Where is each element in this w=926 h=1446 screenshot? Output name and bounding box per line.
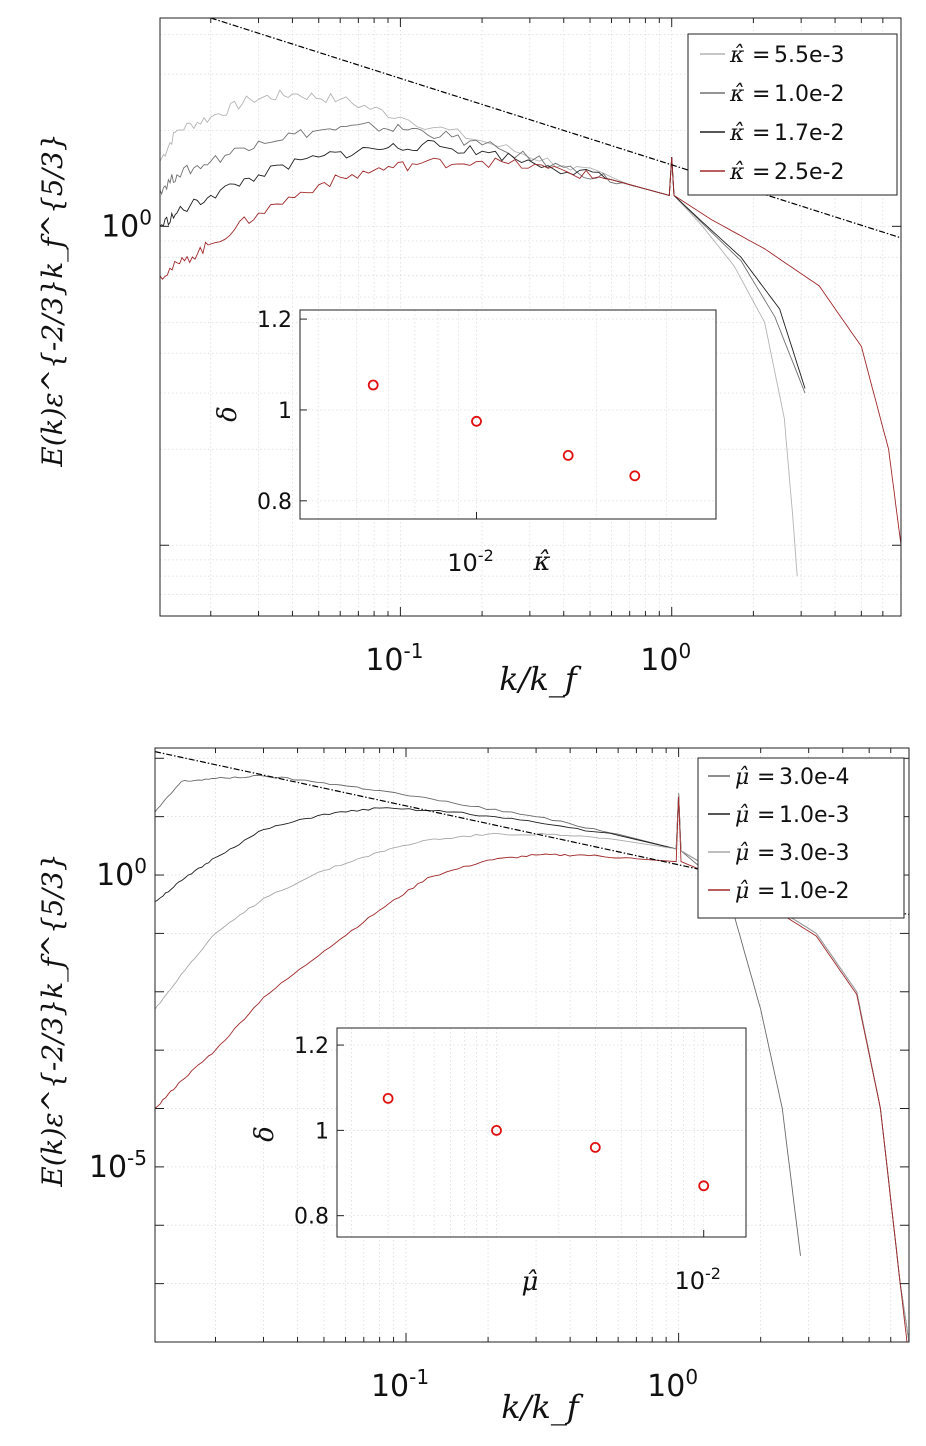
top-y-axis-label: E(k)ε^{-2/3}k_f^{5/3} xyxy=(36,133,69,467)
inset-data-point xyxy=(589,1142,601,1153)
legend-symbol: κ̂ xyxy=(729,121,745,146)
bottom-inset-x-label: μ̂ xyxy=(522,1267,539,1297)
bottom-inset-y-label: δ xyxy=(250,1126,280,1142)
legend-label-1.0e-3: 1.0e-3 xyxy=(779,803,849,828)
bottom-x-tick-label-0.1: 10-1 xyxy=(371,1365,429,1404)
top-chart-ticks xyxy=(160,18,902,616)
bottom-inset-chart: 0.8 1 1.2 10-2 δ μ̂ xyxy=(250,1027,747,1297)
bottom-chart-series xyxy=(155,774,909,1342)
legend-label-1.0e-2: 1.0e-2 xyxy=(774,82,844,107)
top-chart-series xyxy=(160,89,901,577)
top-inset-frame xyxy=(299,309,717,520)
bottom-inset-grid xyxy=(337,1028,746,1237)
legend-equals: = xyxy=(752,121,770,146)
legend-symbol: μ̂ xyxy=(735,765,749,790)
legend-label-1.0e-2: 1.0e-2 xyxy=(779,879,849,904)
top-inset-x-tick-0.01: 10-2 xyxy=(447,546,494,577)
inset-data-point xyxy=(491,1125,502,1136)
legend-symbol: μ̂ xyxy=(735,841,749,866)
top-y-tick-label-1: 100 xyxy=(101,205,152,244)
bottom-chart-ticks xyxy=(155,748,910,1343)
legend-equals: = xyxy=(752,160,770,185)
top-inset-points xyxy=(367,379,641,482)
bottom-y-tick-label-1e-5: 10-5 xyxy=(89,1146,147,1185)
top-x-tick-label-1: 100 xyxy=(640,639,691,678)
bottom-chart-frame xyxy=(154,747,910,1343)
series-line-3.0e-4 xyxy=(155,774,801,1256)
inset-data-point xyxy=(562,449,574,461)
top-inset-y-label: δ xyxy=(213,406,243,422)
inset-data-point xyxy=(629,470,641,482)
legend-equals: = xyxy=(752,82,770,107)
legend-symbol: κ̂ xyxy=(729,43,745,68)
legend-label-5.5e-3: 5.5e-3 xyxy=(774,43,844,68)
top-chart-frame xyxy=(159,17,902,617)
top-inset-y-tick-1.2: 1.2 xyxy=(257,308,292,333)
top-inset-y-tick-0.8: 0.8 xyxy=(257,490,292,515)
series-line-5.5e-3 xyxy=(160,89,798,577)
legend-label-2.5e-2: 2.5e-2 xyxy=(774,160,844,185)
inset-data-point xyxy=(367,379,379,391)
series-line-1.7e-2 xyxy=(160,139,806,389)
legend-symbol: κ̂ xyxy=(729,82,745,107)
top-x-axis-label: k/k_f xyxy=(499,660,582,698)
top-legend-box xyxy=(687,33,898,196)
legend-symbol: μ̂ xyxy=(735,803,749,828)
bottom-inset-y-tick-1: 1 xyxy=(315,1119,329,1144)
bottom-inset-y-tick-0.8: 0.8 xyxy=(294,1205,329,1230)
legend-symbol: μ̂ xyxy=(735,879,749,904)
inset-data-point xyxy=(698,1180,710,1192)
bottom-chart: 10-1 100 100 10-5 k/k_f E(k)ε^{-2/3}k_f^… xyxy=(36,747,910,1426)
bottom-legend-box xyxy=(697,757,905,919)
legend-label-3.0e-4: 3.0e-4 xyxy=(779,765,849,790)
legend-equals: = xyxy=(757,841,775,866)
top-inset-background xyxy=(300,310,716,519)
legend-label-3.0e-3: 3.0e-3 xyxy=(779,841,849,866)
inset-data-point xyxy=(471,415,482,427)
bottom-legend: μ̂ = 3.0e-4μ̂ = 1.0e-3μ̂ = 3.0e-3μ̂ = 1.0e-2 xyxy=(697,757,905,919)
legend-equals: = xyxy=(757,803,775,828)
top-legend: κ̂ = 5.5e-3κ̂ = 1.0e-2κ̂ = 1.7e-2κ̂ = 2.5e-2 xyxy=(687,33,898,196)
bottom-x-tick-label-1: 100 xyxy=(647,1365,698,1404)
bottom-y-tick-label-1: 100 xyxy=(96,854,147,893)
legend-equals: = xyxy=(757,879,775,904)
top-inset-chart: 0.8 1 1.2 10-2 δ κ̂ xyxy=(213,308,717,577)
top-x-tick-label-0.1: 10-1 xyxy=(365,639,423,678)
legend-equals: = xyxy=(757,765,775,790)
bottom-inset-frame xyxy=(336,1027,747,1238)
top-inset-grid xyxy=(300,310,716,519)
bottom-y-axis-label: E(k)ε^{-2/3}k_f^{5/3} xyxy=(36,853,69,1187)
top-chart: 10-1 100 100 k/k_f E(k)ε^{-2/3}k_f^{5/3}… xyxy=(36,17,902,698)
bottom-inset-y-tick-1.2: 1.2 xyxy=(294,1034,329,1059)
legend-symbol: κ̂ xyxy=(729,160,745,185)
bottom-inset-x-tick-0.01: 10-2 xyxy=(674,1264,721,1295)
series-line-1.0e-2 xyxy=(155,796,908,1342)
series-line-1.0e-2 xyxy=(160,121,806,394)
top-inset-y-tick-1: 1 xyxy=(278,399,292,424)
bottom-chart-reference-line xyxy=(155,751,909,916)
bottom-inset-points xyxy=(382,1093,710,1192)
legend-label-1.7e-2: 1.7e-2 xyxy=(774,121,844,146)
top-chart-reference-line xyxy=(210,18,901,239)
bottom-inset-ticks xyxy=(337,1044,705,1237)
inset-data-point xyxy=(382,1093,394,1104)
top-inset-ticks xyxy=(300,318,478,519)
series-line-2.5e-2 xyxy=(160,156,901,546)
bottom-x-axis-label: k/k_f xyxy=(501,1388,584,1426)
bottom-inset-background xyxy=(337,1028,746,1237)
top-inset-x-label: κ̂ xyxy=(532,547,550,577)
legend-equals: = xyxy=(752,43,770,68)
